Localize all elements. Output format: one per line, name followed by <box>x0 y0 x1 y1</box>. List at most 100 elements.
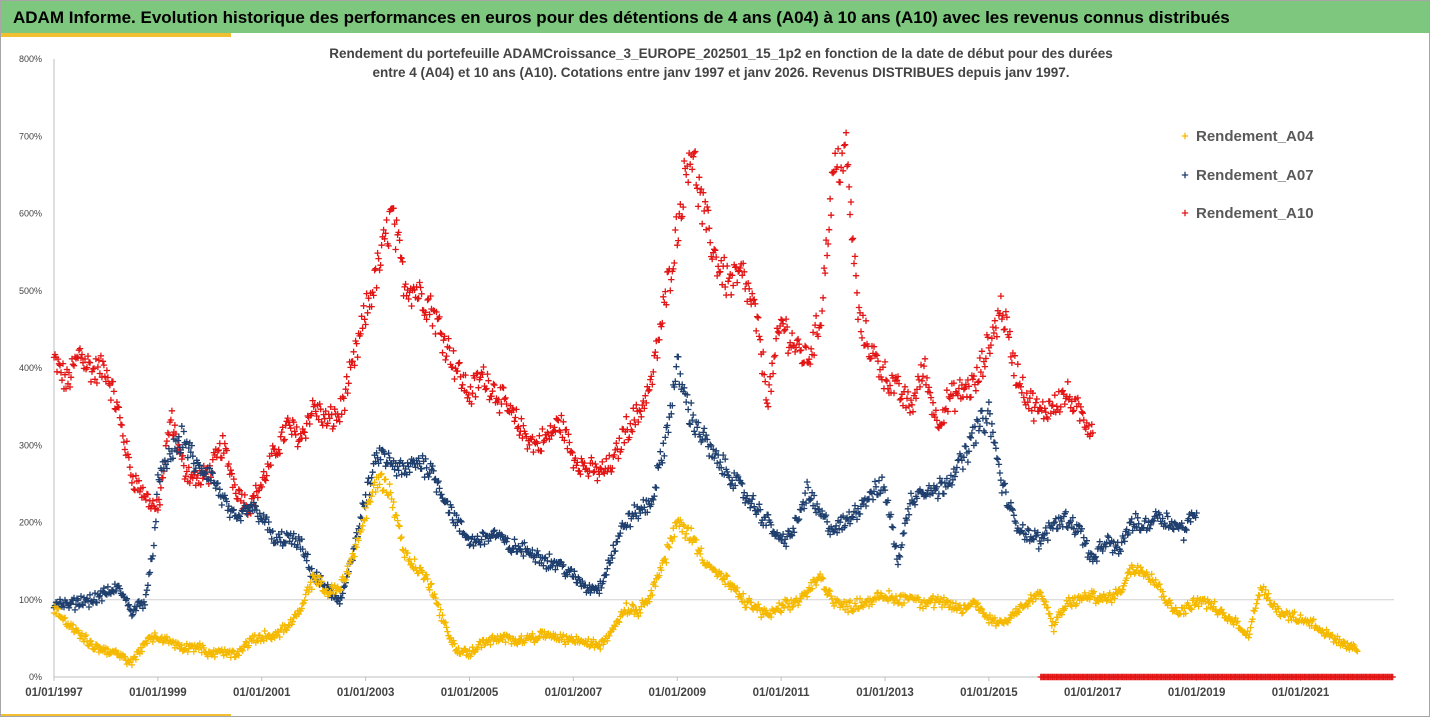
data-point <box>881 487 889 494</box>
data-point <box>79 602 87 609</box>
data-point <box>458 518 465 526</box>
data-point <box>514 641 521 648</box>
data-point <box>378 242 385 249</box>
data-point <box>1245 634 1252 641</box>
data-point <box>450 347 457 354</box>
legend-item: Rendement_A10 <box>1181 205 1314 222</box>
data-point <box>762 378 769 385</box>
data-point <box>944 598 952 605</box>
data-point <box>916 383 924 391</box>
data-point <box>383 216 390 224</box>
data-point <box>468 400 475 408</box>
data-point <box>564 571 571 578</box>
series-Rendement_A10-zero <box>1037 673 1396 681</box>
data-point <box>817 322 825 329</box>
data-point <box>396 523 403 530</box>
data-point <box>750 297 757 304</box>
data-point <box>630 405 637 412</box>
legend-label: Rendement_A07 <box>1196 167 1314 184</box>
data-point <box>821 269 829 277</box>
data-point <box>755 601 762 608</box>
x-tick-label: 01/01/1997 <box>25 687 83 699</box>
data-point <box>1161 520 1168 527</box>
data-point <box>689 416 696 424</box>
data-point <box>357 330 364 338</box>
data-point <box>395 229 402 236</box>
data-point <box>658 567 665 574</box>
data-point <box>426 311 433 318</box>
data-point <box>734 279 741 286</box>
data-point <box>226 514 233 521</box>
data-point <box>1254 596 1261 603</box>
data-point <box>227 467 234 474</box>
data-point <box>1086 596 1093 603</box>
data-point <box>872 596 880 603</box>
y-tick-label: 100% <box>19 595 42 605</box>
data-point <box>1060 513 1067 520</box>
data-point <box>596 471 603 478</box>
data-point <box>351 362 358 369</box>
data-point <box>415 455 422 462</box>
y-tick-label: 400% <box>19 363 42 373</box>
data-point <box>851 253 859 260</box>
data-point <box>789 603 797 610</box>
data-point <box>604 637 611 644</box>
data-point <box>1261 591 1268 598</box>
data-point <box>627 420 634 427</box>
data-point <box>916 604 924 611</box>
data-point <box>284 414 291 422</box>
data-point <box>735 473 742 481</box>
data-point <box>121 446 129 453</box>
data-point <box>910 498 918 505</box>
data-point <box>230 475 237 483</box>
data-point <box>364 479 371 486</box>
data-point <box>184 648 191 656</box>
data-point <box>165 431 173 438</box>
data-point <box>968 429 976 437</box>
data-point <box>148 555 156 562</box>
data-point <box>123 595 131 602</box>
data-point <box>1251 607 1258 615</box>
data-point <box>180 462 187 469</box>
data-point <box>447 634 454 641</box>
data-point <box>228 470 235 477</box>
data-point <box>726 275 733 282</box>
data-point <box>782 543 790 550</box>
data-point <box>607 559 614 566</box>
data-point <box>446 635 453 643</box>
data-point <box>1033 395 1040 403</box>
data-point <box>508 640 515 647</box>
data-point <box>143 640 151 647</box>
data-point <box>746 595 753 602</box>
data-point <box>1252 605 1259 612</box>
data-point <box>847 198 855 206</box>
data-point <box>1037 589 1044 596</box>
data-point <box>986 611 994 619</box>
data-point <box>524 545 531 552</box>
data-point <box>169 455 177 462</box>
data-point <box>729 272 736 279</box>
data-point <box>173 448 181 456</box>
data-point <box>347 364 354 371</box>
data-point <box>231 481 238 489</box>
data-point <box>561 437 568 444</box>
data-point <box>162 442 170 449</box>
data-point <box>522 430 529 437</box>
data-point <box>370 292 377 299</box>
data-point <box>779 320 787 327</box>
data-point <box>183 468 190 475</box>
data-point <box>907 490 915 497</box>
data-point <box>585 472 592 480</box>
data-point <box>1019 374 1026 381</box>
data-point <box>119 591 127 598</box>
data-point <box>1129 527 1136 534</box>
data-point <box>998 489 1006 497</box>
data-point <box>112 587 120 595</box>
data-point <box>153 491 161 498</box>
data-point <box>91 590 99 597</box>
data-point <box>372 488 379 496</box>
data-point <box>1146 575 1153 583</box>
data-point <box>208 469 215 476</box>
data-point <box>123 438 131 445</box>
data-point <box>984 334 992 341</box>
